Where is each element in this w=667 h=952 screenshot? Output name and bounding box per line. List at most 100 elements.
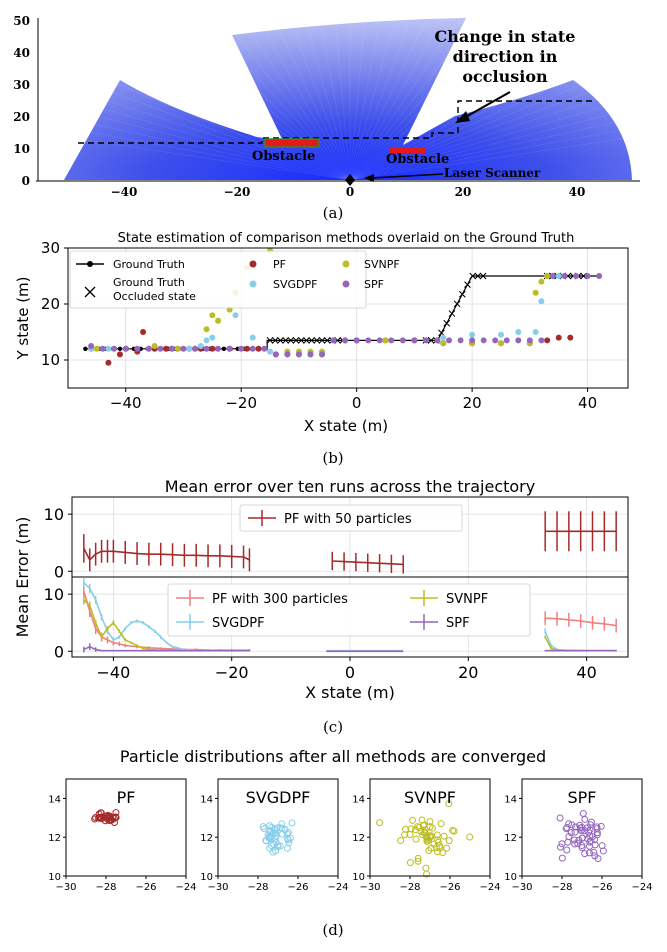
b-occluded-x (323, 337, 331, 344)
b-point-svnpf (440, 340, 447, 347)
b-point-spf (330, 337, 337, 344)
b-occluded-x (266, 337, 274, 344)
laser-scanner-arrow (371, 173, 444, 179)
d-particle (558, 854, 566, 862)
laser-ray (186, 37, 351, 181)
c-legend-bottom-box (167, 583, 531, 637)
d-particle (278, 820, 286, 828)
laser-ray (349, 24, 473, 181)
d-particle (433, 831, 441, 839)
d-particle (430, 840, 438, 848)
d-particle (422, 833, 430, 841)
b-point-spf (88, 343, 95, 349)
b-point-svgdpf (105, 345, 112, 352)
c-xlabel: X state (m) (305, 683, 395, 702)
c-xtick-label: 0 (345, 663, 355, 682)
d-ytick-label: 14 (200, 794, 213, 805)
c-xtick-label: −40 (97, 663, 131, 682)
laser-ray (349, 59, 563, 181)
b-point-spf (284, 351, 291, 358)
d-xtick-label: −30 (207, 882, 228, 893)
b-point-svnpf (93, 345, 100, 352)
d-frame (521, 778, 643, 877)
b-point-spf (538, 337, 545, 344)
d-particle (449, 826, 457, 834)
laser-ray (349, 21, 458, 181)
d-particle (579, 834, 587, 842)
d-subplots: PF −30 −28 −26 −24 10 12 14 SVGDPF −30 −28 −26 −24 10… (48, 778, 653, 893)
c-line-pf-with-50-particles (83, 548, 250, 562)
b-point-spf (342, 337, 349, 344)
laser-ray (242, 21, 351, 181)
b-point-spf (238, 345, 245, 352)
b-point-spf (295, 351, 302, 358)
d-particle (426, 817, 434, 825)
d-particle (406, 859, 414, 867)
d-ytick-label: 12 (504, 833, 517, 844)
d-particle (586, 826, 594, 834)
laser-scanner-marker (345, 174, 355, 186)
b-point-spf (249, 345, 256, 352)
laser-ray (116, 72, 351, 181)
laser-ray (287, 13, 351, 181)
c-line-svgdpf (544, 630, 617, 652)
b-point-svgdpf (532, 329, 539, 335)
d-frame (217, 778, 339, 877)
d-particle (440, 832, 448, 840)
b-point-svnpf (151, 343, 158, 349)
b-legend-occluded-label-2: Occluded state (113, 290, 196, 303)
d-title: Particle distributions after all methods… (120, 747, 546, 766)
d-xtick-label: −24 (631, 882, 652, 893)
b-xtick-label: −40 (110, 394, 142, 412)
b-point-svgdpf (232, 312, 239, 319)
d-particle (578, 844, 586, 852)
d-xtick-label: −28 (399, 882, 420, 893)
b-point-spf (549, 273, 556, 279)
b-point-pf (555, 334, 562, 341)
d-particle (417, 828, 425, 836)
b-point-svgdpf (497, 331, 504, 338)
b-point-pf (243, 345, 250, 352)
d-particle (266, 828, 274, 836)
d-particle (443, 844, 451, 852)
d-particle (466, 833, 474, 841)
d-particle (427, 832, 435, 840)
c-legend-spf-label: SPF (446, 616, 470, 631)
c-legend-pf50-label: PF with 50 particles (284, 512, 412, 527)
b-point-svgdpf (555, 273, 562, 279)
a-ytick-0: 0 (22, 174, 30, 188)
d-particle (266, 844, 274, 852)
b-point-spf (99, 345, 106, 352)
d-particle (268, 823, 276, 831)
d-particle (587, 837, 595, 845)
b-occluded-x (427, 337, 435, 344)
laser-ray (75, 110, 351, 181)
laser-ray-hatching (60, 10, 640, 181)
laser-ray (349, 53, 551, 181)
d-particle (599, 847, 607, 855)
b-xtick-label: 0 (352, 394, 362, 412)
laser-ray (257, 18, 351, 181)
d-particle (110, 818, 118, 826)
b-ylabel: Y state (m) (14, 276, 32, 360)
b-occluded-x (303, 337, 310, 344)
d-frame (369, 778, 491, 877)
d-ytick-label: 12 (48, 833, 61, 844)
d-particle (590, 848, 598, 856)
annotation-line-2: direction in (453, 47, 558, 66)
b-legend-svnpf-label: SVNPF (364, 258, 400, 271)
c-legend-svgdpf-label: SVGDPF (212, 616, 265, 631)
d-particle (271, 834, 279, 842)
d-xtick-label: −26 (439, 882, 460, 893)
a-xtick-1: −20 (224, 185, 251, 199)
laser-ray (349, 65, 574, 181)
a-ytick-1: 10 (13, 142, 30, 156)
d-particle (397, 837, 405, 845)
laser-ray (349, 110, 625, 181)
b-gt-dot (221, 346, 227, 351)
b-occluded-x (308, 337, 315, 344)
b-point-svgdpf (469, 331, 476, 338)
laser-ray (349, 94, 610, 181)
d-particle (91, 815, 99, 823)
